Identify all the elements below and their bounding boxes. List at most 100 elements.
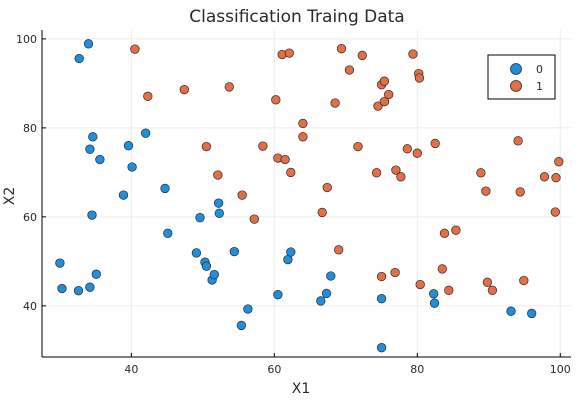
- point-series-1: [396, 172, 406, 182]
- point-series-0: [376, 294, 387, 304]
- point-series-0: [316, 296, 326, 306]
- point-series-1: [330, 98, 340, 108]
- point-series-0: [141, 128, 151, 138]
- point-series-0: [506, 306, 516, 316]
- point-series-0: [127, 162, 137, 172]
- x-tick-label: 100: [550, 363, 571, 376]
- point-series-0: [87, 210, 97, 220]
- point-series-1: [224, 82, 234, 92]
- point-series-1: [317, 207, 327, 218]
- grid: [42, 30, 571, 357]
- point-series-0: [83, 39, 94, 49]
- point-series-1: [430, 138, 440, 149]
- x-axis-label: X1: [292, 381, 311, 397]
- y-tick-label: 80: [23, 122, 37, 135]
- point-series-0: [118, 190, 129, 200]
- point-series-0: [273, 290, 283, 300]
- point-series-1: [322, 182, 332, 193]
- point-series-1: [286, 167, 296, 178]
- point-series-1: [284, 48, 294, 58]
- point-series-0: [123, 141, 134, 151]
- point-series-0: [73, 286, 84, 296]
- point-series-0: [209, 270, 219, 280]
- point-series-1: [280, 154, 290, 165]
- point-series-1: [357, 50, 367, 61]
- y-tick-label: 40: [23, 300, 37, 313]
- legend-label-series-0: 0: [536, 63, 543, 76]
- point-series-0: [527, 308, 537, 319]
- legend-marker-series-0: [510, 63, 522, 75]
- point-series-0: [201, 261, 212, 271]
- point-series-1: [414, 73, 425, 83]
- point-series-1: [437, 264, 447, 274]
- point-series-1: [391, 165, 401, 175]
- point-series-1: [451, 225, 461, 235]
- point-series-0: [429, 289, 439, 299]
- y-axis-label: X2: [2, 187, 18, 206]
- legend-marker-series-1: [510, 80, 522, 92]
- point-series-1: [179, 84, 189, 95]
- point-series-1: [336, 44, 347, 54]
- point-series-0: [326, 271, 336, 281]
- point-series-1: [515, 187, 525, 197]
- point-series-1: [402, 144, 412, 154]
- point-series-1: [201, 141, 212, 152]
- point-series-1: [143, 91, 153, 101]
- legend: 0 1: [487, 54, 556, 100]
- point-series-0: [236, 320, 247, 331]
- point-series-1: [481, 186, 491, 196]
- point-series-0: [85, 282, 95, 292]
- point-series-1: [130, 44, 140, 54]
- tick-labels: 40 60 80 100 40 60 80 100: [16, 33, 571, 376]
- point-series-1: [379, 76, 390, 86]
- point-series-0: [195, 213, 205, 223]
- legend-box: [487, 54, 556, 100]
- point-series-1: [408, 49, 418, 59]
- point-series-1: [379, 96, 390, 107]
- point-series-1: [384, 89, 394, 100]
- point-series-1: [298, 132, 308, 142]
- point-series-0: [429, 298, 440, 308]
- point-series-1: [213, 170, 223, 180]
- point-series-1: [249, 214, 259, 224]
- point-series-1: [237, 190, 247, 200]
- point-series-1: [371, 168, 382, 178]
- point-series-0: [286, 247, 296, 257]
- y-tick-label: 100: [16, 33, 37, 46]
- point-series-1: [539, 172, 550, 182]
- point-series-1: [476, 168, 486, 178]
- point-series-1: [550, 207, 560, 217]
- point-series-1: [487, 285, 498, 295]
- point-series-1: [415, 279, 425, 290]
- point-series-1: [271, 95, 281, 105]
- point-series-0: [321, 288, 332, 299]
- point-series-0: [57, 283, 67, 294]
- point-series-1: [519, 275, 529, 286]
- point-series-0: [74, 53, 84, 64]
- point-series-1: [344, 65, 355, 75]
- point-series-1: [373, 101, 383, 111]
- point-series-1: [353, 141, 363, 152]
- point-series-1: [513, 136, 523, 146]
- point-series-0: [243, 304, 253, 314]
- point-series-0: [229, 246, 239, 257]
- axes: [41, 30, 571, 358]
- point-series-1: [444, 285, 454, 295]
- point-series-1: [551, 173, 561, 183]
- point-series-0: [160, 183, 170, 194]
- x-tick-label: 60: [267, 363, 281, 376]
- point-series-1: [412, 148, 422, 158]
- point-series-1: [376, 271, 387, 282]
- point-series-1: [390, 267, 400, 278]
- point-series-1: [298, 118, 308, 129]
- point-series-1: [482, 277, 493, 287]
- point-series-0: [191, 248, 202, 258]
- point-series-0: [376, 343, 387, 353]
- point-series-1: [258, 141, 268, 151]
- point-series-0: [95, 154, 105, 165]
- point-series-0: [85, 144, 95, 154]
- x-tick-label: 80: [410, 363, 424, 376]
- point-series-1: [439, 228, 450, 238]
- data-points: [55, 39, 564, 353]
- point-series-0: [213, 198, 224, 208]
